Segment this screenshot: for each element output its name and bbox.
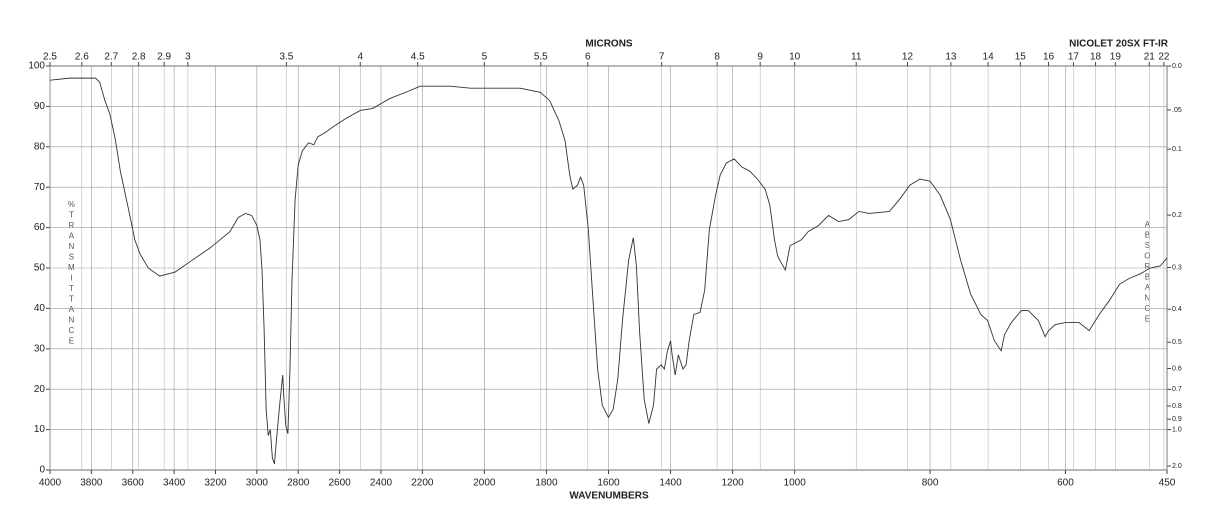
- y2-tick-label: 0.8: [1172, 403, 1182, 410]
- y-tick-label: 0: [39, 465, 45, 476]
- x-tick-label: 600: [1057, 478, 1074, 489]
- x2-tick-label: 14: [983, 52, 995, 63]
- x-tick-label: 2200: [411, 478, 434, 489]
- y2-tick-label: 0.1: [1172, 146, 1182, 153]
- x2-tick-label: 2.7: [104, 52, 118, 63]
- x2-tick-label: 12: [902, 52, 914, 63]
- y2-tick-label: 0.4: [1172, 306, 1182, 313]
- x-tick-label: 2800: [287, 478, 310, 489]
- y2-tick-label: 2.0: [1172, 463, 1182, 470]
- x-tick-label: 1400: [659, 478, 682, 489]
- x2-tick-label: 7: [659, 52, 665, 63]
- x-tick-label: 1600: [597, 478, 620, 489]
- x-tick-label: 3400: [163, 478, 186, 489]
- y-tick-label: 10: [34, 424, 46, 435]
- x2-tick-label: 21: [1144, 52, 1156, 63]
- y2-tick-label: 0.9: [1172, 416, 1182, 423]
- x2-tick-label: 2.5: [43, 52, 57, 63]
- x2-tick-label: 3.5: [279, 52, 293, 63]
- spectrum-line: [49, 77, 1168, 465]
- y-tick-label: 50: [34, 263, 46, 274]
- x2-tick-label: 8: [714, 52, 720, 63]
- x2-tick-label: 19: [1110, 52, 1122, 63]
- x-tick-label: 3200: [204, 478, 227, 489]
- x-tick-label: 1800: [535, 478, 558, 489]
- x2-tick-label: 2.6: [75, 52, 89, 63]
- x2-tick-label: 3: [185, 52, 191, 63]
- x2-tick-label: 16: [1043, 52, 1055, 63]
- x2-tick-label: 11: [851, 52, 862, 63]
- y-tick-label: 80: [34, 141, 46, 152]
- x2-tick-label: 2.8: [132, 52, 146, 63]
- x2-tick-label: 22: [1158, 52, 1170, 63]
- x2-tick-label: 5: [482, 52, 488, 63]
- y-tick-label: 100: [28, 61, 45, 72]
- y2-tick-label: 0.5: [1172, 339, 1182, 346]
- x-tick-label: 450: [1159, 478, 1176, 489]
- x2-tick-label: 4: [357, 52, 363, 63]
- x-tick-label: 2600: [328, 478, 351, 489]
- x2-tick-label: 6: [585, 52, 591, 63]
- y2-tick-label: 0.7: [1172, 386, 1182, 393]
- x2-axis-label: MICRONS: [585, 39, 633, 50]
- x-tick-label: 2400: [370, 478, 393, 489]
- x2-tick-label: 9: [757, 52, 763, 63]
- x2-tick-label: 4.5: [411, 52, 425, 63]
- x2-tick-label: 10: [789, 52, 801, 63]
- x-tick-label: 1000: [784, 478, 807, 489]
- x2-tick-label: 2.9: [157, 52, 171, 63]
- y2-tick-label: 0.2: [1172, 212, 1182, 219]
- y2-tick-label: 0.3: [1172, 264, 1182, 271]
- x2-tick-label: 15: [1015, 52, 1027, 63]
- y-tick-label: 60: [34, 222, 46, 233]
- y2-tick-label: 0.6: [1172, 365, 1182, 372]
- y-axis-label: %TRANSMITTANCE: [67, 200, 76, 347]
- x2-tick-label: 18: [1090, 52, 1102, 63]
- y-tick-label: 90: [34, 101, 46, 112]
- y2-tick-label: .05: [1172, 107, 1182, 114]
- y2-tick-label: 1.0: [1172, 426, 1182, 433]
- y2-axis-label: ABSORBANCE: [1143, 220, 1152, 325]
- x-tick-label: 2000: [473, 478, 496, 489]
- x-tick-label: 3800: [80, 478, 103, 489]
- chart-title: NICOLET 20SX FT-IR: [1069, 39, 1169, 50]
- x-tick-label: 3000: [246, 478, 269, 489]
- y-tick-label: 20: [34, 384, 46, 395]
- x2-tick-label: 13: [945, 52, 957, 63]
- x-tick-label: 3600: [122, 478, 145, 489]
- y-tick-label: 30: [34, 343, 46, 354]
- x-axis-label: WAVENUMBERS: [569, 491, 649, 502]
- y-tick-label: 40: [34, 303, 46, 314]
- y2-tick-label: 0.0: [1172, 63, 1182, 70]
- x2-tick-label: 17: [1068, 52, 1080, 63]
- x-tick-label: 4000: [39, 478, 62, 489]
- x2-tick-label: 5.5: [534, 52, 548, 63]
- y-tick-label: 70: [34, 182, 46, 193]
- x-tick-label: 800: [922, 478, 939, 489]
- x-tick-label: 1200: [721, 478, 744, 489]
